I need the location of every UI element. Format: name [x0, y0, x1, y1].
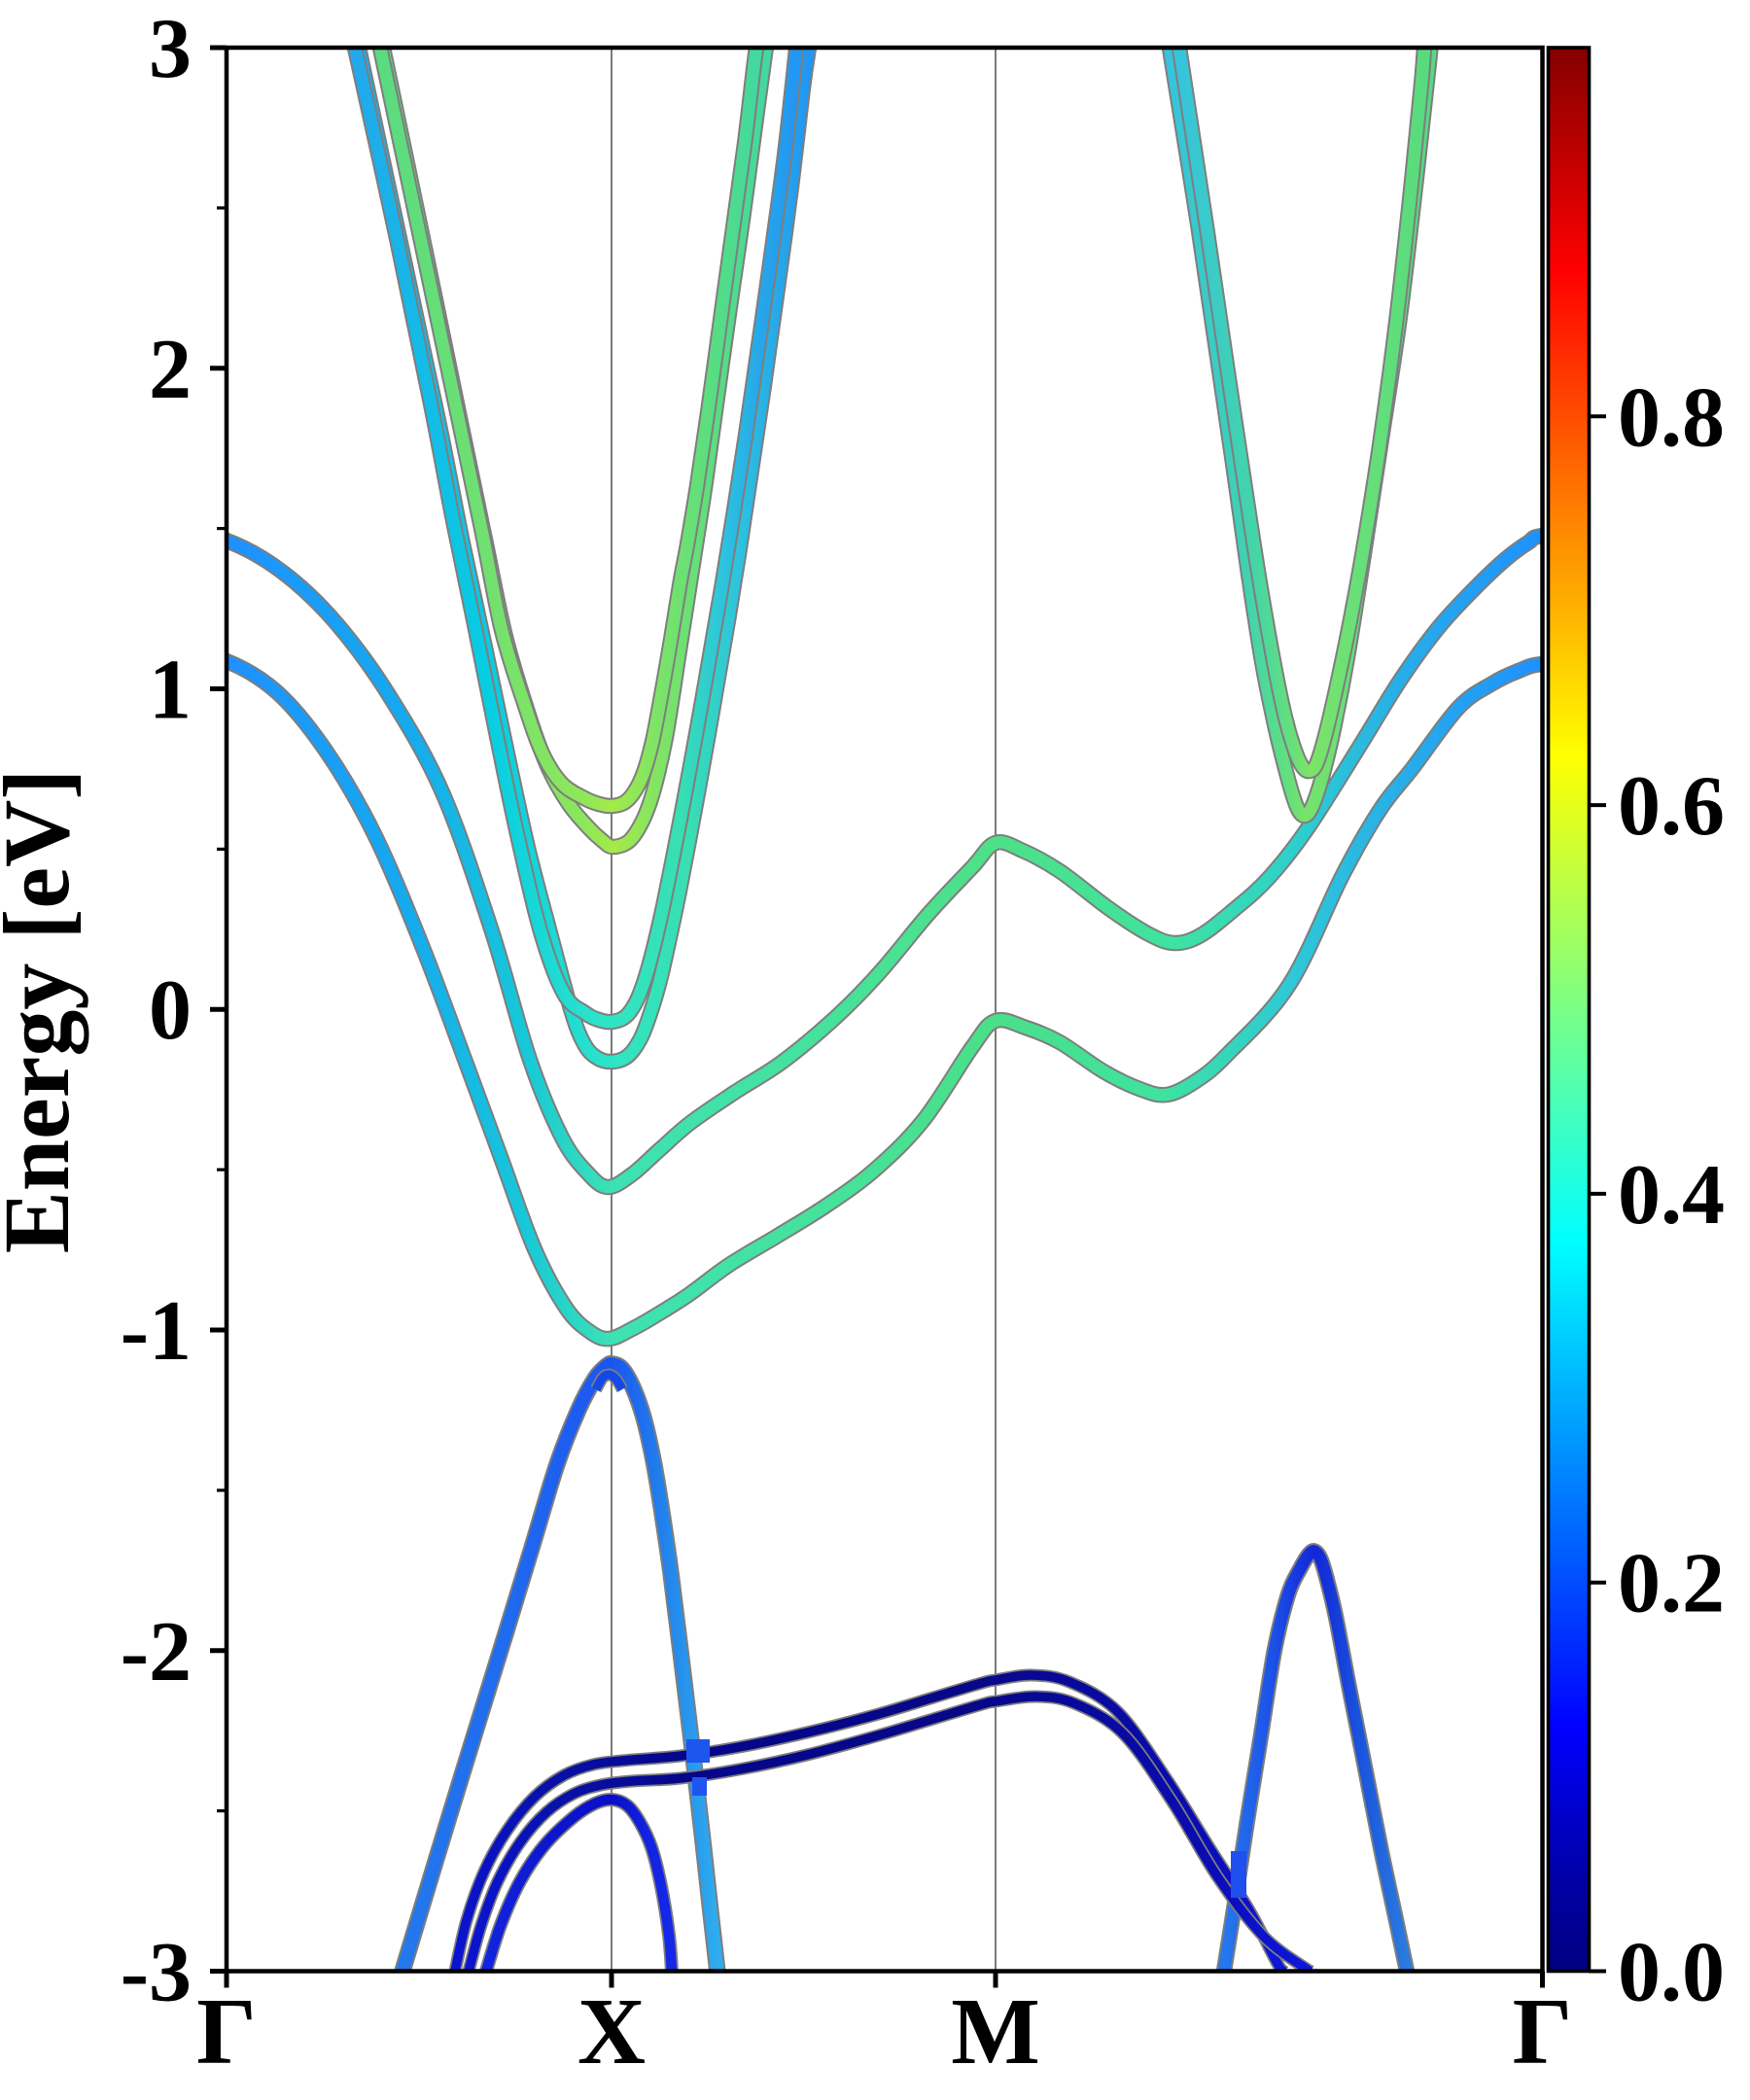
svg-text:-3: -3	[121, 1926, 192, 2020]
svg-text:2: 2	[149, 323, 192, 417]
svg-text:Energy [eV]: Energy [eV]	[0, 769, 88, 1254]
svg-text:0.2: 0.2	[1618, 1537, 1725, 1631]
svg-text:M: M	[951, 1979, 1040, 2083]
svg-text:Γ: Γ	[196, 1979, 257, 2083]
svg-text:Γ: Γ	[1513, 1979, 1573, 2083]
svg-text:3: 3	[149, 2, 192, 96]
svg-text:0: 0	[149, 963, 192, 1058]
svg-text:0.6: 0.6	[1618, 759, 1725, 854]
svg-text:X: X	[578, 1979, 646, 2083]
svg-text:-2: -2	[121, 1605, 192, 1699]
svg-text:0.0: 0.0	[1618, 1926, 1725, 2020]
svg-text:-1: -1	[121, 1284, 192, 1379]
svg-text:1: 1	[149, 644, 192, 738]
svg-text:0.8: 0.8	[1618, 370, 1725, 465]
svg-text:0.4: 0.4	[1618, 1148, 1725, 1242]
